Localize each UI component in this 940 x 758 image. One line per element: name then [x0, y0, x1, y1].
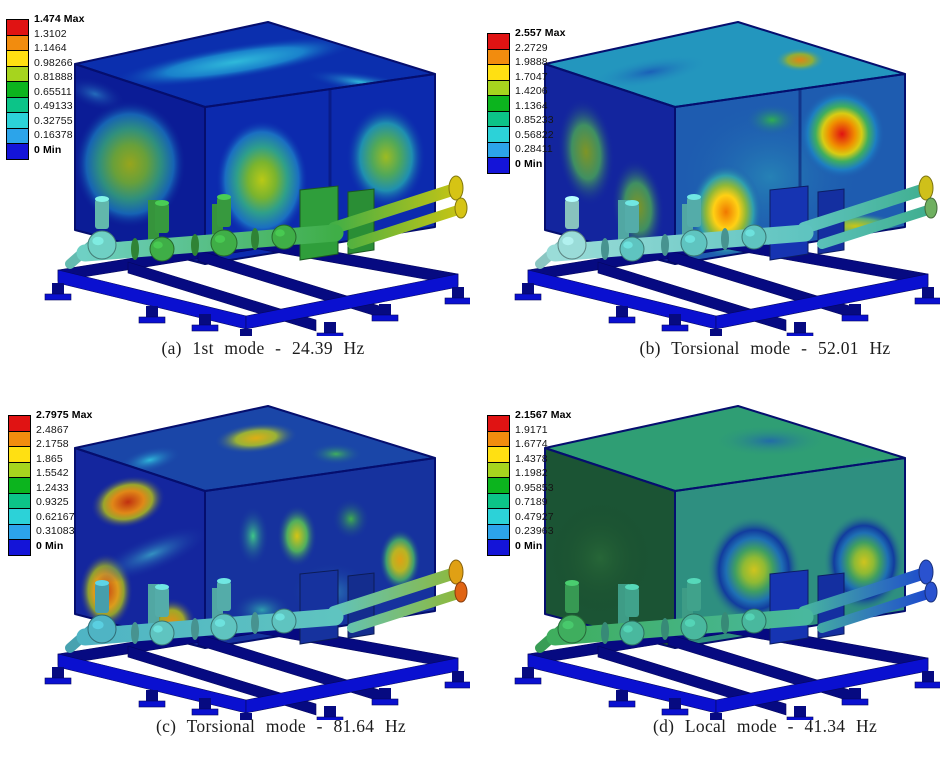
colorbar-cell [488, 524, 509, 540]
legend-label: 0.23963 [515, 525, 554, 537]
colorbar [8, 415, 31, 556]
colorbar-cell [7, 128, 28, 144]
legend-label: 1.1364 [515, 99, 548, 112]
colorbar-cell [488, 65, 509, 81]
legend-label: 1.3102 [34, 27, 67, 40]
legend-label: 1.4378 [515, 452, 548, 465]
colorbar-cell [9, 493, 30, 509]
panel-a: 1.474 Max 1.3102 1.1464 0.98266 0.81888 0.655… [0, 2, 470, 374]
legend-label: 0.49133 [34, 100, 73, 112]
colorbar-cell [9, 447, 30, 463]
colorbar-cell [488, 158, 509, 173]
legend-label: 0.56822 [515, 128, 554, 141]
legend-label: 0.85233 [515, 114, 554, 126]
colorbar-cell [7, 66, 28, 82]
colorbar-cell [488, 462, 509, 478]
panel-d: 2.1567 Max 1.9171 1.6774 1.4378 1.1982 0.9585… [470, 386, 940, 758]
colorbar-cell [488, 540, 509, 555]
colorbar-cell [9, 524, 30, 540]
colorbar-cell [488, 49, 509, 65]
panel-c: 2.7975 Max 2.4867 2.1758 1.865 1.5542 1.2433 0… [0, 386, 470, 758]
colorbar-cell [488, 80, 509, 96]
colorbar-cell [488, 96, 509, 112]
legend-label: 2.4867 [36, 423, 69, 436]
legend-label: 1.9171 [515, 423, 548, 436]
colorbar-cell [7, 20, 28, 36]
legend-label: 2.1758 [36, 438, 69, 450]
colorbar-cell [488, 34, 509, 50]
caption-a: (a) 1st mode - 24.39 Hz [161, 338, 365, 358]
colorbar-cell [7, 51, 28, 67]
legend-label: 0.81888 [34, 71, 73, 83]
legend-label: 0.47927 [515, 510, 554, 523]
colorbar-cell [488, 478, 509, 494]
colorbar-cell [488, 127, 509, 143]
legend-label: 0.16378 [34, 129, 73, 141]
legend-label: 2.1567 Max [515, 409, 572, 421]
legend-label: 0.31083 [36, 525, 75, 537]
colorbar-cell [9, 478, 30, 494]
colorbar-cell [488, 431, 509, 447]
mode-render-d [514, 405, 940, 720]
legend-label: 1.865 [36, 452, 63, 465]
colorbar-cell [7, 144, 28, 159]
legend-label: 0.95853 [515, 481, 554, 494]
colorbar-cell [9, 431, 30, 447]
caption-d: (d) Local mode - 41.34 Hz [652, 716, 878, 736]
colorbar-cell [7, 82, 28, 98]
legend-label: 0.65511 [34, 85, 72, 98]
legend-label: 0.28411 [515, 143, 553, 155]
panel-b: 2.557 Max 2.2729 1.9888 1.7047 1.4206 1.1364 0… [470, 2, 940, 374]
legend-label: 1.474 Max [34, 13, 85, 25]
caption-c: (c) Torsional mode - 81.64 Hz [155, 716, 406, 736]
legend-label: 1.1982 [515, 467, 548, 479]
colorbar-cell [9, 509, 30, 525]
colorbar-cell [7, 35, 28, 51]
legend-label: 2.2729 [515, 41, 548, 54]
legend-label: 0.7189 [515, 496, 548, 508]
mode-render-c [44, 405, 470, 720]
legend-label: 1.4206 [515, 85, 548, 97]
colorbar-cell [488, 493, 509, 509]
legend-label: 1.9888 [515, 56, 548, 68]
legend-label: 1.7047 [515, 70, 548, 83]
colorbar-cell [7, 97, 28, 113]
legend-label: 1.2433 [36, 481, 69, 494]
colorbar-cell [488, 509, 509, 525]
legend-label: 0 Min [34, 143, 62, 156]
colorbar-cell [9, 540, 30, 555]
caption-b: (b) Torsional mode - 52.01 Hz [639, 338, 891, 358]
legend-label: 2.7975 Max [36, 409, 93, 421]
colorbar-cell [9, 462, 30, 478]
legend-label: 0.98266 [34, 56, 73, 69]
legend-label: 0.32755 [34, 114, 73, 127]
legend-label: 1.1464 [34, 42, 67, 54]
colorbar [487, 33, 510, 174]
legend-label: 0.62167 [36, 510, 75, 523]
colorbar-cell [488, 142, 509, 158]
legend-label: 0 Min [515, 157, 543, 170]
legend-label: 1.6774 [515, 438, 548, 450]
legend-label: 0 Min [36, 539, 64, 552]
colorbar-cell [488, 111, 509, 127]
colorbar-cell [488, 416, 509, 432]
legend-label: 2.557 Max [515, 27, 566, 39]
legend-label: 1.5542 [36, 467, 69, 479]
mode-render-b [514, 21, 940, 336]
colorbar [487, 415, 510, 556]
legend-label: 0.9325 [36, 496, 69, 508]
legend-label: 0 Min [515, 539, 543, 552]
mode-render-a [44, 21, 470, 336]
colorbar-cell [9, 416, 30, 432]
colorbar [6, 19, 29, 160]
colorbar-cell [488, 447, 509, 463]
colorbar-cell [7, 113, 28, 129]
